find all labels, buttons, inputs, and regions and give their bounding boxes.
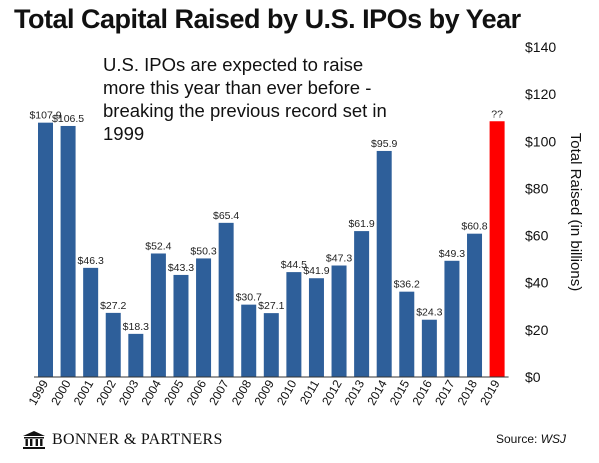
bar-labels-group: $107.9$106.5 $46.3 $27.2 $18.3 $52.4 $43.3 $50…	[29, 108, 503, 333]
bar-2010	[286, 272, 302, 377]
x-tick-label: 2005	[161, 377, 187, 407]
x-tick-label: 2018	[455, 377, 481, 407]
x-tick-label: 2009	[251, 377, 277, 407]
bar-value-label: $44.5	[281, 259, 307, 271]
chart-title: Total Capital Raised by U.S. IPOs by Yea…	[14, 4, 521, 34]
bar-2005	[173, 274, 189, 377]
bar-2011	[308, 278, 324, 377]
source-name: WSJ	[540, 432, 567, 446]
y-tick-label: $0	[525, 369, 541, 385]
y-tick-label: $100	[525, 133, 556, 149]
x-tick-labels-group: 1999200020012002200320042005200620072008…	[26, 377, 503, 407]
bar-value-label: $106.5	[52, 113, 84, 125]
bar-value-label: $65.4	[213, 210, 239, 222]
bar-2004	[150, 253, 166, 377]
y-tick-labels-group: $0 $20 $40 $60 $80 $100 $120 $140	[525, 39, 556, 385]
bar-2006	[196, 258, 212, 377]
bar-2007	[218, 222, 234, 377]
x-tick-label: 2008	[229, 377, 255, 407]
x-tick-label: 2019	[477, 377, 503, 407]
bar-2016	[421, 319, 437, 377]
x-tick-label: 2015	[387, 377, 413, 407]
bank-building-icon	[23, 431, 45, 449]
bar-2001	[83, 267, 99, 377]
bar-value-label: $36.2	[394, 279, 420, 291]
bar-2003	[128, 333, 144, 377]
bar-2013	[354, 231, 370, 377]
x-tick-label: 2014	[364, 377, 390, 407]
bar-value-label: ??	[491, 108, 503, 120]
x-tick-label: 2002	[93, 377, 119, 407]
x-tick-label: 2012	[319, 377, 345, 407]
y-tick-label: $20	[525, 322, 549, 338]
bar-value-label: $46.3	[78, 255, 104, 267]
annotation-callout: U.S. IPOs are expected to raise more thi…	[103, 54, 387, 144]
bar-value-label: $41.9	[303, 265, 329, 277]
bar-value-label: $50.3	[190, 245, 216, 257]
bar-value-label: $61.9	[348, 218, 374, 230]
bar-2008	[241, 304, 257, 377]
bar-value-label: $27.1	[258, 300, 284, 312]
x-tick-label: 2016	[409, 377, 435, 407]
bar-value-label: $95.9	[371, 138, 397, 150]
bar-2014	[376, 150, 392, 377]
x-tick-label: 2013	[342, 377, 368, 407]
bars-group	[38, 121, 505, 378]
y-tick-label: $40	[525, 275, 549, 291]
x-tick-label: 2011	[297, 377, 322, 407]
y-tick-label: $140	[525, 39, 556, 55]
x-tick-label: 2004	[139, 377, 165, 407]
source-label: Source:	[496, 432, 538, 446]
bar-value-label: $47.3	[326, 253, 352, 265]
x-tick-label: 2006	[184, 377, 210, 407]
x-tick-label: 2003	[116, 377, 142, 407]
y-tick-label: $80	[525, 180, 549, 196]
x-tick-label: 2000	[48, 377, 74, 407]
bar-2018	[467, 233, 483, 377]
bar-2015	[399, 291, 415, 377]
source-note: Source: WSJ	[496, 432, 566, 446]
bar-value-label: $18.3	[123, 321, 149, 333]
x-tick-label: 2007	[206, 377, 232, 407]
bar-2002	[105, 312, 121, 377]
x-tick-label: 2017	[432, 377, 458, 407]
bar-value-label: $107.9	[29, 110, 61, 122]
bar-2012	[331, 265, 347, 377]
brand-logo: BONNER & PARTNERS	[22, 430, 223, 450]
bar-value-label: $24.3	[416, 307, 442, 319]
bar-2009	[263, 313, 279, 377]
bar-1999	[38, 122, 53, 378]
bar-value-label: $52.4	[145, 240, 171, 252]
bar-2017	[444, 260, 460, 377]
y-axis-label: Total Raised (in billions)	[567, 133, 584, 291]
bar-value-label: $30.7	[236, 292, 262, 304]
y-tick-label: $120	[525, 86, 556, 102]
x-tick-label: 2010	[274, 377, 300, 407]
bar-2019	[489, 121, 505, 377]
bar-value-label: $27.2	[100, 300, 126, 312]
x-tick-label: 2001	[71, 377, 97, 407]
x-tick-label: 1999	[26, 377, 52, 407]
brand-name: BONNER & PARTNERS	[52, 431, 223, 448]
bar-value-label: $60.8	[461, 221, 487, 233]
bar-value-label: $49.3	[439, 248, 465, 260]
y-tick-label: $60	[525, 228, 549, 244]
bar-2000	[60, 125, 76, 377]
bar-value-label: $43.3	[168, 262, 194, 274]
